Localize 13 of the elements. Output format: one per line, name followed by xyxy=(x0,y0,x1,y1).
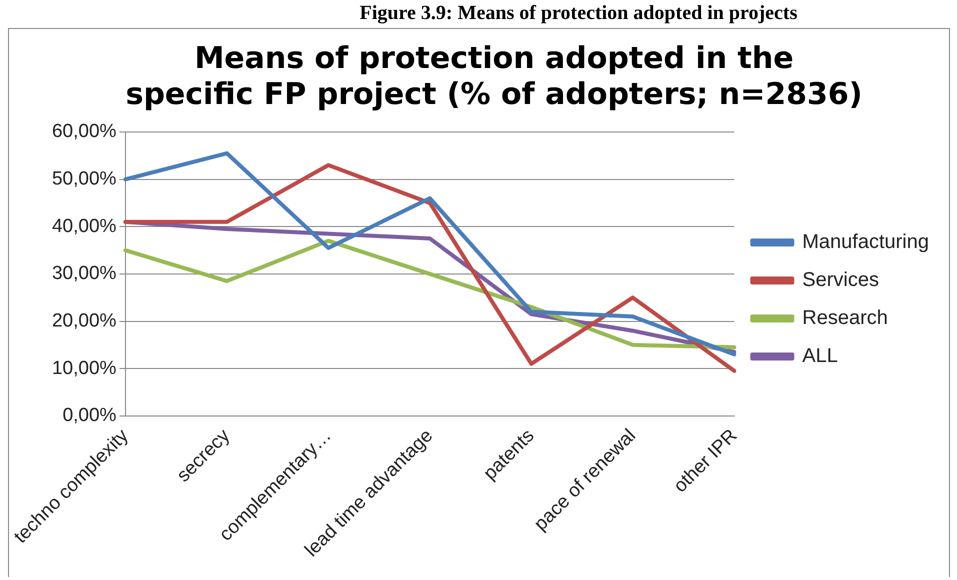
legend-label: Manufacturing xyxy=(802,231,930,254)
legend-label: Services xyxy=(802,269,879,292)
y-tick-label: 30,00% xyxy=(52,263,117,284)
y-tick-label: 0,00% xyxy=(62,405,117,426)
legend-label: Research xyxy=(802,307,888,330)
y-tick-label: 60,00% xyxy=(52,121,117,142)
legend-label: ALL xyxy=(802,345,838,368)
y-tick-label: 10,00% xyxy=(52,358,117,379)
y-tick-label: 20,00% xyxy=(52,310,117,332)
y-tick-label: 50,00% xyxy=(52,168,117,190)
caption: Figure 3.9: Means of protection adopted in projects xyxy=(358,1,798,26)
y-tick-label: 40,00% xyxy=(52,216,117,237)
chart-title: Means of protection adopted in the specific FP project (% of adopters; n=2836) xyxy=(126,40,862,112)
